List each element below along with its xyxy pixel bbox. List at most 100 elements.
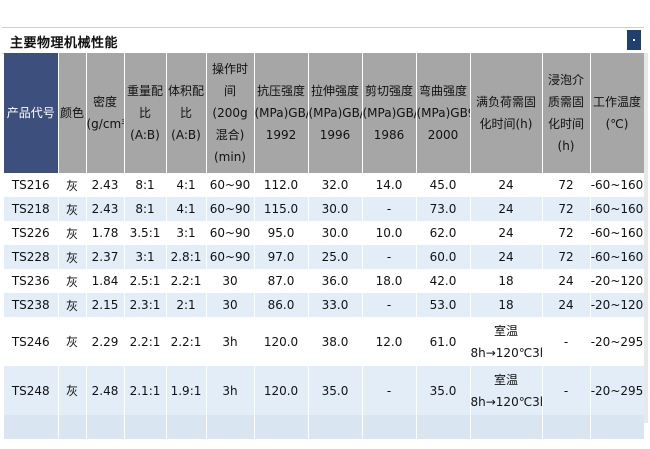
table-cell: 灰 [58, 221, 87, 245]
table-cell: -60~160 [590, 173, 645, 197]
table-cell: 18 [470, 293, 543, 317]
table-cell: 4:1 [166, 197, 207, 221]
table-title: 主要物理机械性能 [10, 36, 119, 51]
header-cell: 工作温度(℃) [590, 53, 645, 173]
table-cell: 60.0 [416, 245, 471, 269]
table-cell: TS226 [4, 221, 59, 245]
table-cell [470, 415, 543, 439]
table-cell: TS216 [4, 173, 59, 197]
table-cell: TS236 [4, 269, 59, 293]
header-cell: 操作时间(200g混合)(min) [206, 53, 255, 173]
table-cell: 12.0 [362, 317, 417, 366]
table-cell: 2.2:1 [166, 269, 207, 293]
table-cell: 2.2:1 [124, 317, 167, 366]
table-cell [166, 415, 207, 439]
table-row: TS248 灰 2.48 2.1:1 1.9:1 3h 120.0 35.0-35.0 室温8h… [4, 366, 645, 415]
table-cell: 24 [542, 269, 591, 293]
table-cell: 38.0 [308, 317, 363, 366]
table-cell: 3h [206, 317, 255, 366]
table-cell: 1.84 [86, 269, 125, 293]
table-cell: 灰 [58, 317, 87, 366]
header-cell: 体积配比(A:B) [166, 53, 207, 173]
table-cell: 24 [470, 221, 543, 245]
table-cell: 2.8:1 [166, 245, 207, 269]
table-cell [58, 415, 87, 439]
table-cell: 3:1 [166, 221, 207, 245]
header-cell: 拉伸强度(MPa)GB/T6329-1996 [308, 53, 363, 173]
scrollbar[interactable] [644, 53, 648, 423]
expand-button[interactable] [627, 30, 641, 50]
table-cell: 1.9:1 [166, 366, 207, 415]
header-cell: 重量配比(A:B) [124, 53, 167, 173]
table-cell: 87.0 [254, 269, 309, 293]
table-cell: -60~160 [590, 245, 645, 269]
table-cell: 灰 [58, 173, 87, 197]
table-cell: 42.0 [416, 269, 471, 293]
table-cell: 73.0 [416, 197, 471, 221]
table-cell [308, 415, 363, 439]
header-cell: 产品代号 [4, 53, 59, 173]
table-cell [590, 415, 645, 439]
table-row: TS228 灰 2.37 3:1 2.8:1 60~90 97.0 25.0-60.0 24 72… [4, 245, 645, 269]
table-cell: 灰 [58, 245, 87, 269]
table-cell: 72 [542, 197, 591, 221]
table-cell: 2.29 [86, 317, 125, 366]
header-cell: 密度(g/cm³) [86, 53, 125, 173]
table-cell: - [362, 293, 417, 317]
table-cell: -60~160 [590, 197, 645, 221]
table-cell: 24 [542, 293, 591, 317]
table-cell [362, 415, 417, 439]
table-cell: - [362, 245, 417, 269]
table-cell: -60~160 [590, 221, 645, 245]
dot-icon [633, 39, 635, 41]
table-cell: 45.0 [416, 173, 471, 197]
table-cell: 24 [470, 173, 543, 197]
table-cell: 35.0 [416, 366, 471, 415]
table-cell: 灰 [58, 366, 87, 415]
table-cell: 86.0 [254, 293, 309, 317]
table-cell: 30 [206, 293, 255, 317]
table-cell: 灰 [58, 293, 87, 317]
table-cell: 3:1 [124, 245, 167, 269]
table-cell: -20~120 [590, 269, 645, 293]
table-cell: 14.0 [362, 173, 417, 197]
table-cell: TS238 [4, 293, 59, 317]
properties-table: 产品代号 颜色 密度(g/cm³) 重量配比(A:B) 体积配比(A:B) 操作… [4, 53, 645, 439]
table-cell: 97.0 [254, 245, 309, 269]
table-cell: 2.15 [86, 293, 125, 317]
table-cell: 1.78 [86, 221, 125, 245]
table-cell: 4:1 [166, 173, 207, 197]
table-cell: TS218 [4, 197, 59, 221]
table-cell: 8:1 [124, 173, 167, 197]
table-cell: -20~120 [590, 293, 645, 317]
table-cell: 室温8h→120℃3h [470, 366, 543, 415]
table-cell: 72 [542, 173, 591, 197]
table-cell: 18 [470, 269, 543, 293]
table-cell: 室温8h→120℃3h [470, 317, 543, 366]
table-cell: 2.37 [86, 245, 125, 269]
table-row: TS246 灰 2.29 2.2:1 2.2:1 3h 120.0 38.0 12.0 61.0 室… [4, 317, 645, 366]
header-cell: 抗压强度(MPa)GB/T1041-1992 [254, 53, 309, 173]
table-row: TS216 灰 2.43 8:1 4:1 60~90 112.0 32.0 14.0 45.0 24… [4, 173, 645, 197]
table-cell: 25.0 [308, 245, 363, 269]
table-cell: TS246 [4, 317, 59, 366]
table-cell [416, 415, 471, 439]
table-cell: 2.2:1 [166, 317, 207, 366]
table-cell [86, 415, 125, 439]
table-cell: - [362, 366, 417, 415]
table-cell: 8:1 [124, 197, 167, 221]
table-row: TS218 灰 2.43 8:1 4:1 60~90 115.0 30.0-73.0 24 72-… [4, 197, 645, 221]
table-row: TS238 灰 2.15 2.3:1 2:1 30 86.0 33.0-53.0 18 24 -20… [4, 293, 645, 317]
table-title-bar: 主要物理机械性能 [2, 27, 644, 54]
table-cell: 2.3:1 [124, 293, 167, 317]
header-cell: 浸泡介质需固化时间(h) [542, 53, 591, 173]
table-cell: 33.0 [308, 293, 363, 317]
table-cell: - [542, 366, 591, 415]
table-cell: - [542, 317, 591, 366]
table-cell: -20~295 [590, 366, 645, 415]
table-cell: 60~90 [206, 173, 255, 197]
table-cell [4, 415, 59, 439]
table-cell: 30.0 [308, 221, 363, 245]
table-cell: 61.0 [416, 317, 471, 366]
table-cell: 灰 [58, 197, 87, 221]
